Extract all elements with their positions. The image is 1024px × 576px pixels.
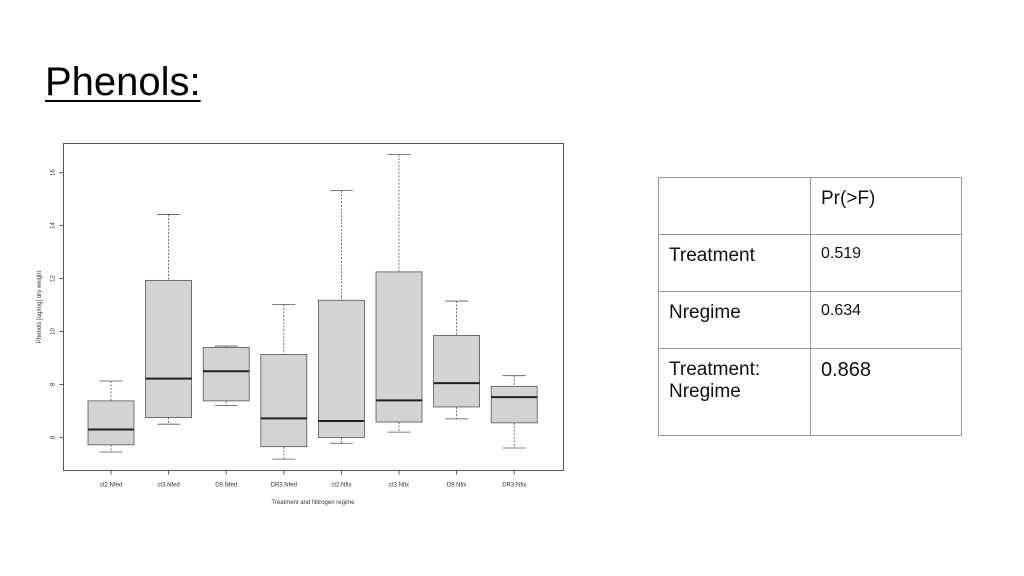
iqr-box (202, 346, 250, 402)
x-tick-label: DR3.Nfix (502, 483, 526, 489)
x-tick-label: D9.Nfix (447, 483, 467, 489)
box-dr3-nfed (260, 304, 308, 460)
box-d9-nfix (433, 300, 481, 420)
iqr-box (375, 271, 423, 423)
x-tick-label: ct3.Nfix (389, 483, 409, 489)
box-d9-nfed (202, 345, 250, 407)
anova-table: Pr(>F) Treatment 0.519 Nregime 0.634 Tre… (658, 177, 962, 436)
y-tick-label: 6 (51, 435, 57, 439)
table-row: Nregime 0.634 (658, 291, 962, 349)
row-value-interaction: 0.868 (810, 348, 962, 436)
boxplot-chart: 6 8 10 12 14 16 ct2.Nfed ct3.Nfed D9.Nfed DR3.Nf… (30, 138, 575, 510)
box-dr3-nfix (490, 375, 538, 449)
box-ct3-nfed (145, 214, 192, 425)
plot-frame (63, 143, 564, 471)
row-label-nregime: Nregime (658, 291, 811, 349)
x-tick-label: DR3.Nfed (271, 483, 297, 489)
y-axis-label: Phenols [ug/mg] dry weight (37, 270, 43, 343)
y-tick-label: 10 (51, 327, 57, 334)
table-row: Treatment 0.519 (658, 234, 962, 292)
slide-title: Phenols: (45, 60, 201, 104)
table-header-prf: Pr(>F) (810, 177, 962, 235)
y-tick-label: 12 (51, 275, 57, 282)
box-ct2-nfed (87, 380, 135, 453)
row-label-interaction-line1: Treatment: (669, 359, 761, 380)
boxplot-svg: 6 8 10 12 14 16 ct2.Nfed ct3.Nfed D9.Nfed DR3.Nf… (37, 143, 564, 506)
y-tick-label: 16 (51, 169, 57, 176)
row-value-treatment: 0.519 (810, 234, 962, 292)
row-label-interaction: Treatment: Nregime (658, 348, 811, 436)
x-tick-label: ct3.Nfed (157, 483, 179, 489)
box-ct3-nfix (375, 154, 423, 433)
y-axis: 6 8 10 12 14 16 (51, 169, 64, 439)
x-tick-label: ct2.Nfix (331, 483, 351, 489)
table-header-blank (658, 177, 811, 235)
y-tick-label: 14 (51, 222, 57, 229)
y-tick-label: 8 (51, 382, 57, 386)
iqr-box (145, 279, 192, 418)
iqr-box (490, 385, 538, 424)
x-tick-label: ct2.Nfed (100, 483, 122, 489)
row-label-interaction-line2: Nregime (669, 381, 741, 402)
iqr-box (260, 354, 308, 448)
table-header-row: Pr(>F) (658, 177, 962, 235)
iqr-box (317, 299, 365, 438)
box-ct2-nfix (317, 190, 365, 444)
x-axis-label: Treatment and Nitrogen regime (271, 500, 355, 506)
iqr-box (433, 335, 481, 408)
boxes (87, 154, 538, 460)
x-tick-label: D9.Nfed (215, 483, 237, 489)
x-axis: ct2.Nfed ct3.Nfed D9.Nfed DR3.Nfed ct2.Nfix c… (100, 470, 526, 489)
row-label-treatment: Treatment (658, 234, 811, 292)
iqr-box (87, 400, 135, 446)
row-value-nregime: 0.634 (810, 291, 962, 349)
table-row: Treatment: Nregime 0.868 (658, 348, 962, 436)
